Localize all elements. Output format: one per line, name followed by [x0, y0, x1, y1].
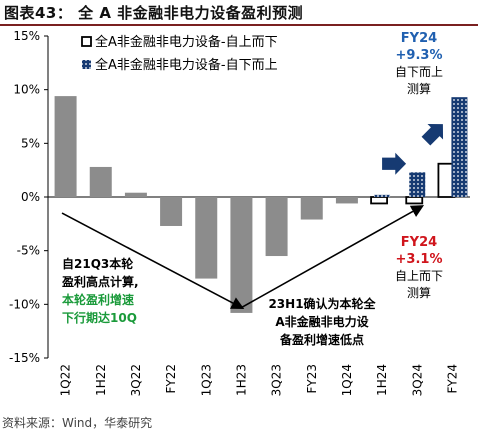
legend-swatch-hollow — [81, 36, 92, 47]
annotation-line: 自下而上 — [395, 65, 443, 79]
annotation-line: 测算 — [407, 81, 431, 96]
annotation-line: 23H1确认为本轮全 — [268, 296, 376, 311]
trend-line-down — [61, 212, 245, 310]
bar-top-down — [195, 197, 218, 279]
legend-label: 全A非金融非电力设备-自下而上 — [95, 57, 278, 73]
bar-top-down — [300, 197, 323, 220]
x-tick-label: 3Q24 — [410, 364, 424, 396]
bar-top-down — [89, 166, 112, 197]
annotation-line: 自上而下 — [395, 269, 443, 283]
bar-top-down — [54, 96, 77, 197]
annotation-line: A非金融非电力设 — [275, 314, 369, 329]
annotation-line: 自21Q3本轮 — [62, 256, 134, 271]
y-tick-label: 0% — [21, 190, 40, 204]
title-bar: 图表43： 全 A 非金融非电力设备盈利预测 — [0, 0, 478, 26]
bar-top-down — [230, 197, 253, 313]
bar-top-down — [335, 197, 358, 204]
x-tick-label: 1H24 — [375, 364, 389, 396]
annotation-line: +3.1% — [396, 252, 443, 267]
growth-arrow-icon — [421, 123, 444, 146]
chart-area: 15% 10% 5% 0% -5% -10% -15% 1Q22 1H22 3Q22 FY22 1Q2… — [9, 29, 470, 396]
x-tick-label: 1Q23 — [199, 364, 213, 396]
x-tick-label: 1Q22 — [59, 364, 73, 396]
x-tick-label: FY24 — [445, 364, 459, 394]
x-tick-label: 1H22 — [94, 364, 108, 396]
legend-label: 全A非金融非电力设备-自上而下 — [95, 34, 278, 50]
bar-top-down — [160, 197, 183, 226]
y-tick-label: 10% — [13, 83, 40, 97]
annotation-line: 备盈利增速低点 — [279, 332, 364, 347]
x-tick-label: 3Q22 — [129, 364, 143, 396]
annotation-line: FY24 — [401, 235, 437, 250]
y-tick-label: -5% — [17, 244, 40, 258]
annotation-line: 测算 — [407, 285, 431, 300]
bar-top-down — [405, 196, 424, 205]
y-tick-label: -10% — [9, 297, 40, 311]
trend-line-up — [241, 205, 425, 309]
x-tick-label: FY22 — [164, 364, 178, 394]
x-tick-label: FY23 — [305, 364, 319, 394]
y-tick-label: 5% — [21, 136, 40, 150]
annotation-line: 本轮盈利增速 — [62, 292, 134, 307]
x-tick-label: 1Q24 — [340, 364, 354, 396]
legend-swatch-dotted — [82, 60, 91, 69]
bar-bottom-up — [409, 172, 426, 197]
x-tick-label: 1H23 — [234, 364, 248, 396]
x-tick-label: 3Q23 — [270, 364, 284, 396]
source-note: 资料来源：Wind，华泰研究 — [2, 416, 153, 430]
bar-bottom-up — [451, 97, 468, 197]
annotation-line: 下行期达10Q — [62, 310, 137, 325]
bar-bottom-up — [374, 194, 391, 197]
bar-top-down — [265, 197, 288, 257]
growth-arrow-icon — [382, 152, 407, 175]
bar-top-down — [370, 196, 388, 205]
annotation-line: FY24 — [401, 31, 437, 46]
bar-top-down — [124, 192, 147, 197]
chart-title: 图表43： 全 A 非金融非电力设备盈利预测 — [4, 4, 304, 22]
y-tick-label: 15% — [13, 29, 40, 43]
annotation-line: +9.3% — [396, 48, 443, 63]
annotation-line: 盈利高点计算, — [61, 274, 139, 289]
y-tick-label: -15% — [9, 351, 40, 365]
